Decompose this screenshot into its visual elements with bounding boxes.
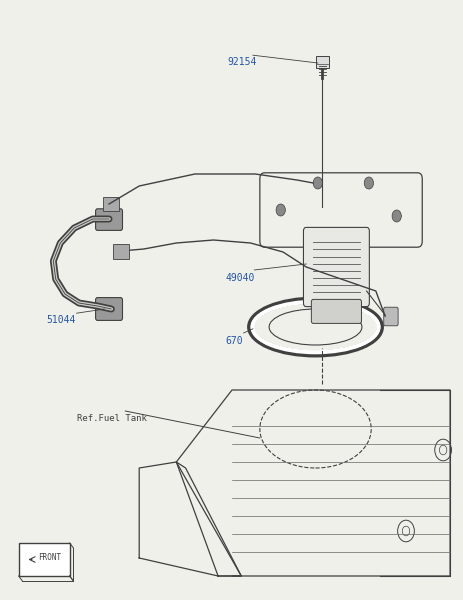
Text: FRONT: FRONT bbox=[38, 553, 61, 562]
Text: 92154: 92154 bbox=[227, 57, 256, 67]
FancyBboxPatch shape bbox=[383, 307, 397, 326]
FancyBboxPatch shape bbox=[95, 298, 122, 320]
FancyBboxPatch shape bbox=[113, 244, 129, 259]
FancyBboxPatch shape bbox=[103, 197, 119, 211]
FancyBboxPatch shape bbox=[303, 227, 369, 307]
Text: 51044: 51044 bbox=[46, 315, 75, 325]
FancyBboxPatch shape bbox=[311, 299, 361, 323]
FancyBboxPatch shape bbox=[259, 173, 421, 247]
Text: 49040: 49040 bbox=[225, 273, 254, 283]
Circle shape bbox=[275, 204, 285, 216]
Circle shape bbox=[391, 210, 400, 222]
FancyBboxPatch shape bbox=[95, 209, 122, 230]
FancyBboxPatch shape bbox=[316, 56, 328, 68]
Circle shape bbox=[363, 177, 373, 189]
Circle shape bbox=[313, 177, 322, 189]
Text: Ref.Fuel Tank: Ref.Fuel Tank bbox=[76, 414, 146, 423]
Text: 670: 670 bbox=[225, 336, 242, 346]
FancyBboxPatch shape bbox=[19, 543, 69, 576]
